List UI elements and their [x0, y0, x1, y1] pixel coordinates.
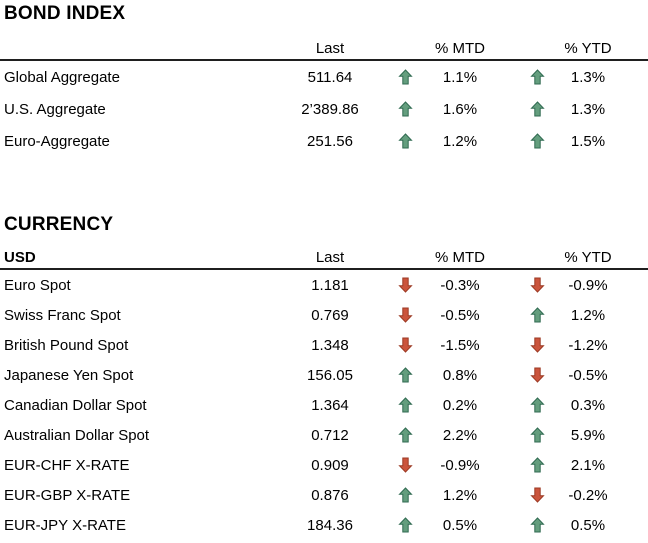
section-title: BOND INDEX: [4, 3, 126, 24]
table-row: Swiss Franc Spot 0.769 -0.5% 1.2%: [0, 300, 648, 330]
trend-arrow-icon: [375, 133, 435, 149]
trend-arrow-icon: [515, 101, 559, 117]
instrument-label: Australian Dollar Spot: [4, 426, 150, 444]
mtd-percent: 1.2%: [442, 132, 478, 150]
table-row: Japanese Yen Spot 156.05 0.8% -0.5%: [0, 360, 648, 390]
header-mtd: % MTD: [435, 248, 485, 266]
table-row: EUR-CHF X-RATE 0.909 -0.9% 2.1%: [0, 450, 648, 480]
mtd-percent: 1.1%: [442, 68, 478, 86]
last-value: 0.712: [311, 426, 349, 444]
trend-arrow-icon: [515, 367, 559, 383]
section-title: CURRENCY: [4, 214, 114, 235]
last-value: 156.05: [307, 366, 353, 384]
instrument-label: U.S. Aggregate: [4, 100, 106, 118]
table-row: Euro-Aggregate 251.56 1.2% 1.5%: [0, 125, 648, 157]
ytd-percent: 2.1%: [570, 456, 606, 474]
mtd-percent: -1.5%: [440, 336, 480, 354]
header-ytd: % YTD: [564, 39, 612, 57]
instrument-label: Japanese Yen Spot: [4, 366, 134, 384]
header-ytd: % YTD: [564, 248, 612, 266]
trend-arrow-icon: [375, 337, 435, 353]
trend-arrow-icon: [515, 397, 559, 413]
ytd-percent: -0.9%: [568, 276, 608, 294]
trend-arrow-icon: [515, 337, 559, 353]
trend-arrow-icon: [515, 427, 559, 443]
header-last: Last: [315, 248, 345, 266]
currency-section: CURRENCY USD Last % MTD % YTD Euro Spot …: [0, 214, 648, 543]
ytd-percent: 1.5%: [570, 132, 606, 150]
table-row: Canadian Dollar Spot 1.364 0.2% 0.3%: [0, 390, 648, 420]
last-value: 1.348: [311, 336, 349, 354]
instrument-label: Euro-Aggregate: [4, 132, 110, 150]
table-row: Global Aggregate 511.64 1.1% 1.3%: [0, 61, 648, 93]
instrument-label: Swiss Franc Spot: [4, 306, 121, 324]
trend-arrow-icon: [515, 307, 559, 323]
table-row: U.S. Aggregate 2’389.86 1.6% 1.3%: [0, 93, 648, 125]
trend-arrow-icon: [375, 427, 435, 443]
mtd-percent: 1.2%: [442, 486, 478, 504]
ytd-percent: -1.2%: [568, 336, 608, 354]
trend-arrow-icon: [375, 487, 435, 503]
ytd-percent: 1.3%: [570, 100, 606, 118]
mtd-percent: -0.5%: [440, 306, 480, 324]
trend-arrow-icon: [515, 517, 559, 533]
instrument-label: Euro Spot: [4, 276, 71, 294]
trend-arrow-icon: [515, 69, 559, 85]
ytd-percent: 0.5%: [570, 516, 606, 534]
trend-arrow-icon: [375, 367, 435, 383]
instrument-label: British Pound Spot: [4, 336, 129, 354]
table-row: Australian Dollar Spot 0.712 2.2% 5.9%: [0, 420, 648, 450]
ytd-percent: 1.2%: [570, 306, 606, 324]
last-value: 2’389.86: [301, 100, 359, 118]
last-value: 184.36: [307, 516, 353, 534]
trend-arrow-icon: [375, 101, 435, 117]
trend-arrow-icon: [375, 517, 435, 533]
table-row: British Pound Spot 1.348 -1.5% -1.2%: [0, 330, 648, 360]
ytd-percent: -0.2%: [568, 486, 608, 504]
last-value: 1.364: [311, 396, 349, 414]
mtd-percent: 1.6%: [442, 100, 478, 118]
instrument-label: EUR-GBP X-RATE: [4, 486, 131, 504]
last-value: 0.876: [311, 486, 349, 504]
instrument-label: EUR-CHF X-RATE: [4, 456, 130, 474]
trend-arrow-icon: [515, 457, 559, 473]
trend-arrow-icon: [515, 487, 559, 503]
trend-arrow-icon: [375, 69, 435, 85]
header-last: Last: [315, 39, 345, 57]
last-value: 1.181: [311, 276, 349, 294]
trend-arrow-icon: [375, 457, 435, 473]
instrument-label: Canadian Dollar Spot: [4, 396, 147, 414]
trend-arrow-icon: [375, 307, 435, 323]
bond-index-section: BOND INDEX Last % MTD % YTD Global Aggre…: [0, 3, 648, 157]
mtd-percent: 0.5%: [442, 516, 478, 534]
ytd-percent: 1.3%: [570, 68, 606, 86]
ytd-percent: 0.3%: [570, 396, 606, 414]
trend-arrow-icon: [375, 277, 435, 293]
ytd-percent: -0.5%: [568, 366, 608, 384]
instrument-label: Global Aggregate: [4, 68, 120, 86]
mtd-percent: 0.2%: [442, 396, 478, 414]
mtd-percent: -0.3%: [440, 276, 480, 294]
last-value: 511.64: [307, 68, 353, 86]
table-header: USD Last % MTD % YTD: [0, 246, 648, 270]
last-value: 251.56: [307, 132, 353, 150]
table-header: Last % MTD % YTD: [0, 37, 648, 61]
mtd-percent: 2.2%: [442, 426, 478, 444]
header-mtd: % MTD: [435, 39, 485, 57]
last-value: 0.769: [311, 306, 349, 324]
trend-arrow-icon: [515, 277, 559, 293]
table-row: EUR-JPY X-RATE 184.36 0.5% 0.5%: [0, 510, 648, 540]
table-row: Euro Spot 1.181 -0.3% -0.9%: [0, 270, 648, 300]
last-value: 0.909: [311, 456, 349, 474]
ytd-percent: 5.9%: [570, 426, 606, 444]
header-left-label: USD: [4, 248, 36, 266]
mtd-percent: 0.8%: [442, 366, 478, 384]
mtd-percent: -0.9%: [440, 456, 480, 474]
trend-arrow-icon: [515, 133, 559, 149]
trend-arrow-icon: [375, 397, 435, 413]
instrument-label: EUR-JPY X-RATE: [4, 516, 126, 534]
table-row: EUR-GBP X-RATE 0.876 1.2% -0.2%: [0, 480, 648, 510]
